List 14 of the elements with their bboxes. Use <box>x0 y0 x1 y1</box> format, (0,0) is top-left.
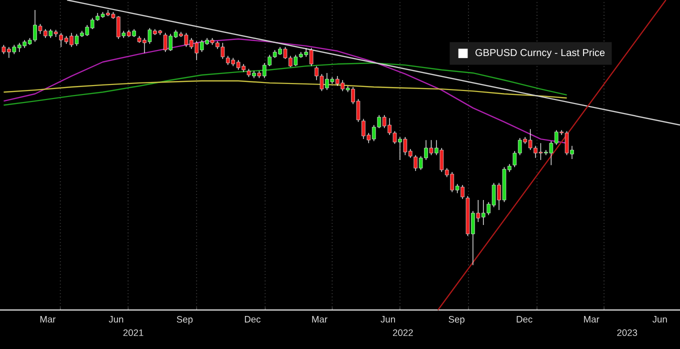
x-tick-label: Mar <box>40 316 56 323</box>
x-tick-label: Sep <box>448 316 464 325</box>
x-tick-label: Sep <box>176 316 193 325</box>
x2-tick-label: 2021 <box>123 329 144 336</box>
x-tick-label: Dec <box>244 316 261 323</box>
x-tick-label: Jun <box>108 316 124 323</box>
x-tick-label: Mar <box>312 316 328 323</box>
x-tick-label: Jun <box>652 316 667 323</box>
x-tick-label: Dec <box>516 316 532 323</box>
x2-tick-label: 2023 <box>617 329 638 336</box>
x2-tick-label: 2022 <box>393 329 413 336</box>
x-tick-label: Mar <box>584 316 600 323</box>
legend-label: GBPUSD Curncy - Last Price <box>476 48 605 58</box>
x-tick-label: Jun <box>380 316 395 323</box>
